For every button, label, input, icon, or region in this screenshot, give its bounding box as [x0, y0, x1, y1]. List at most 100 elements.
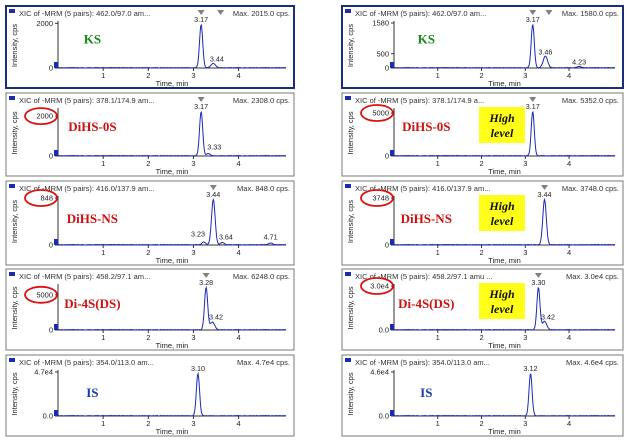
chart-panel: XIC of -MRM (5 pairs): 416.0/137.9 am...…: [5, 180, 295, 266]
panel-frame: [341, 354, 624, 437]
high-level-text: High: [488, 111, 515, 125]
x-tick-label: 1: [436, 71, 440, 80]
y-tick-label: 0: [49, 326, 53, 335]
highlight-circle: [24, 107, 58, 126]
header-marker-icon: [345, 184, 351, 188]
x-tick-label: 3: [523, 71, 527, 80]
peak-arrow-head-icon: [197, 97, 205, 102]
header-marker-icon: [9, 272, 15, 276]
x-axis-label: Time, min: [156, 341, 189, 350]
x-tick-label: 4: [237, 333, 241, 342]
chromatogram-trace: [57, 23, 287, 69]
x-axis-label: Time, min: [156, 427, 189, 436]
panel-header: XIC of -MRM (5 pairs): 378.1/174.9 a...: [355, 96, 484, 105]
x-axis-label: Time, min: [156, 167, 189, 176]
header-marker-icon: [345, 358, 351, 362]
header-marker-icon: [345, 96, 351, 100]
high-level-text: level: [491, 214, 514, 228]
peak-label: 4.23: [572, 57, 586, 66]
x-axis-label: Time, min: [488, 79, 521, 88]
compound-label: DiHS-0S: [402, 119, 450, 134]
x-tick-label: 2: [479, 419, 483, 428]
chart-panel: XIC of -MRM (5 pairs): 354.0/113.0 am...…: [5, 354, 295, 437]
x-tick-label: 1: [436, 159, 440, 168]
peak-arrow-head-icon: [209, 185, 217, 190]
chart-panel: XIC of -MRM (5 pairs): 416.0/137.9 am...…: [341, 180, 624, 266]
x-tick-label: 1: [436, 333, 440, 342]
header-marker-icon: [9, 184, 15, 188]
peak-arrow-head-icon: [545, 10, 553, 15]
x-tick-label: 1: [101, 248, 105, 257]
panel-frame: [5, 268, 295, 351]
panel-header: XIC of -MRM (5 pairs): 378.1/174.9 am...: [19, 96, 154, 105]
compound-label: IS: [86, 385, 98, 400]
y-tick-label: 500: [376, 49, 389, 58]
y-tick-label: 0: [385, 152, 389, 161]
y-tick-label: 0.0: [43, 412, 53, 421]
x-tick-label: 3: [191, 71, 195, 80]
axis-origin-marker-icon: [54, 324, 58, 330]
panel-frame: [5, 354, 295, 437]
chart-panel: XIC of -MRM (5 pairs): 458.2/97.1 amu ..…: [341, 268, 624, 351]
x-tick-label: 2: [146, 248, 150, 257]
peak-arrow-head-icon: [217, 10, 225, 15]
max-intensity-label: Max. 4.7e4 cps.: [237, 358, 290, 367]
highlight-circle: [24, 189, 58, 207]
y-axis-label: Intensity, cps: [346, 200, 355, 243]
panel-header: XIC of -MRM (5 pairs): 354.0/113.0 am...: [19, 358, 154, 367]
highlight-circle: [360, 189, 394, 207]
y-tick-label: 2000: [36, 112, 53, 121]
chart-panel: XIC of -MRM (5 pairs): 378.1/174.9 a... M…: [341, 92, 624, 177]
header-marker-icon: [9, 358, 15, 362]
axis-origin-marker-icon: [390, 62, 394, 68]
peak-arrow-head-icon: [541, 185, 549, 190]
x-tick-label: 1: [101, 419, 105, 428]
y-axis-label: Intensity, cps: [10, 200, 19, 243]
axis-origin-marker-icon: [54, 410, 58, 416]
peak-label: 3.23: [191, 230, 205, 239]
peak-label: 3.46: [538, 48, 552, 57]
chromatogram-trace: [393, 197, 616, 246]
peak-arrow-head-icon: [534, 273, 542, 278]
y-axis-label: Intensity, cps: [346, 111, 355, 154]
panel-header: XIC of -MRM (5 pairs): 458.2/97.1 amu ..…: [355, 272, 493, 281]
x-tick-label: 3: [191, 248, 195, 257]
panel-header: XIC of -MRM (5 pairs): 462.0/97.0 am...: [19, 9, 150, 18]
max-intensity-label: Max. 2308.0 cps.: [233, 96, 290, 105]
x-axis-label: Time, min: [488, 427, 521, 436]
max-intensity-label: Max. 848.0 cps.: [237, 184, 290, 193]
x-axis-label: Time, min: [488, 341, 521, 350]
max-intensity-label: Max. 4.6e4 cps.: [566, 358, 619, 367]
y-axis-label: Intensity, cps: [10, 24, 19, 67]
peak-label: 3.44: [206, 190, 220, 199]
high-level-badge: [479, 107, 525, 143]
x-tick-label: 4: [567, 333, 571, 342]
peak-label: 3.28: [199, 278, 213, 287]
x-tick-label: 2: [146, 419, 150, 428]
axis-origin-marker-icon: [54, 239, 58, 245]
x-tick-label: 1: [101, 159, 105, 168]
compound-label: DiHS-0S: [68, 119, 116, 134]
x-tick-label: 2: [146, 159, 150, 168]
panel-header: XIC of -MRM (5 pairs): 354.0/113.0 am...: [355, 358, 490, 367]
x-axis-label: Time, min: [488, 256, 521, 265]
panel-frame: [5, 5, 295, 89]
x-tick-label: 2: [479, 159, 483, 168]
header-marker-icon: [345, 272, 351, 276]
panel-header: XIC of -MRM (5 pairs): 416.0/137.9 am...: [19, 184, 154, 193]
x-tick-label: 3: [523, 333, 527, 342]
y-tick-label: 3748: [372, 194, 389, 203]
chart-panel: XIC of -MRM (5 pairs): 458.2/97.1 am... M…: [5, 268, 295, 351]
x-tick-label: 4: [567, 159, 571, 168]
y-tick-label: 0.0: [379, 326, 389, 335]
highlight-circle: [360, 277, 394, 295]
x-tick-label: 1: [436, 419, 440, 428]
y-axis-label: Intensity, cps: [10, 111, 19, 154]
x-tick-label: 1: [101, 333, 105, 342]
y-tick-label: 0: [49, 241, 53, 250]
panel-frame: [5, 92, 295, 177]
max-intensity-label: Max. 1580.0 cps.: [562, 9, 619, 18]
y-axis-label: Intensity, cps: [10, 286, 19, 329]
peak-label: 3.64: [219, 232, 233, 241]
